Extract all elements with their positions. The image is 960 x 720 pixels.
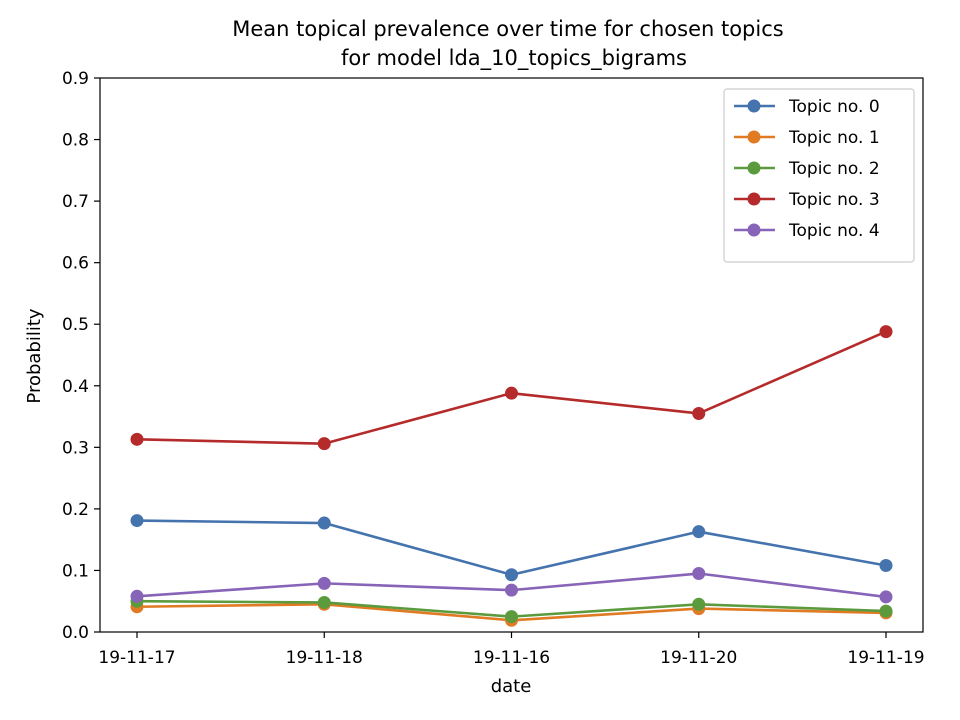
data-point	[879, 590, 893, 604]
legend-item: Topic no. 0	[734, 97, 880, 117]
legend-marker	[747, 130, 761, 144]
data-point	[692, 406, 706, 420]
series-topic-3	[130, 325, 893, 451]
data-point	[130, 514, 144, 528]
data-point	[505, 610, 518, 624]
legend-marker	[747, 192, 761, 206]
x-axis-label: date	[491, 676, 532, 697]
legend-item: Topic no. 3	[734, 190, 880, 210]
legend-item: Topic no. 2	[734, 159, 880, 179]
data-point	[130, 589, 144, 603]
series-layer	[130, 325, 893, 627]
y-tick-label: 0.5	[62, 315, 89, 335]
legend-label: Topic no. 2	[788, 159, 880, 179]
data-point	[317, 595, 331, 609]
legend-item: Topic no. 1	[734, 128, 880, 148]
y-tick-label: 0.6	[62, 254, 89, 274]
legend: Topic no. 0 Topic no. 1 Topic no. 2 Topic n…	[723, 88, 915, 263]
y-tick-label: 0.0	[62, 623, 89, 643]
data-point	[317, 516, 331, 530]
series-topic-2	[130, 594, 893, 624]
data-point	[505, 386, 518, 400]
data-point	[692, 567, 706, 581]
x-tick-label: 19-11-18	[286, 648, 363, 668]
y-axis-ticks: 0.0 0.1 0.2 0.3 0.4 0.5 0.6 0.7 0.8 0.9	[62, 69, 100, 643]
data-point	[879, 325, 893, 339]
x-tick-label: 19-11-17	[98, 648, 175, 668]
x-axis-ticks: 19-11-17 19-11-18 19-11-16 19-11-20 19-11-19	[98, 632, 925, 668]
x-tick-label: 19-11-16	[473, 648, 550, 668]
chart-title: Mean topical prevalence over time for ch…	[232, 17, 783, 41]
data-point	[130, 432, 144, 446]
series-topic-4	[130, 567, 893, 604]
x-tick-label: 19-11-20	[660, 648, 737, 668]
legend-label: Topic no. 3	[788, 190, 880, 210]
legend-item: Topic no. 4	[734, 221, 880, 241]
data-point	[505, 568, 518, 582]
y-axis-label: Probability	[24, 308, 45, 403]
y-tick-label: 0.1	[62, 561, 89, 581]
y-tick-label: 0.8	[62, 131, 89, 151]
data-point	[879, 604, 893, 618]
y-tick-label: 0.2	[62, 500, 89, 520]
y-tick-label: 0.7	[62, 192, 89, 212]
legend-marker	[747, 223, 761, 237]
data-point	[505, 583, 518, 597]
legend-marker	[747, 99, 761, 113]
y-tick-label: 0.3	[62, 438, 89, 458]
x-tick-label: 19-11-19	[847, 648, 924, 668]
data-point	[317, 437, 331, 451]
y-tick-label: 0.4	[62, 377, 89, 397]
series-topic-0	[130, 514, 893, 582]
legend-label: Topic no. 4	[788, 221, 880, 241]
data-point	[692, 525, 706, 539]
legend-box	[723, 88, 915, 263]
chart-subtitle: for model lda_10_topics_bigrams	[341, 46, 687, 71]
legend-marker	[747, 161, 761, 175]
legend-label: Topic no. 1	[788, 128, 880, 148]
y-tick-label: 0.9	[62, 69, 89, 89]
data-point	[879, 559, 893, 573]
data-point	[692, 597, 706, 611]
legend-label: Topic no. 0	[788, 97, 880, 117]
data-point	[317, 576, 331, 590]
series-line	[136, 519, 887, 577]
plot-area-frame	[99, 77, 924, 633]
